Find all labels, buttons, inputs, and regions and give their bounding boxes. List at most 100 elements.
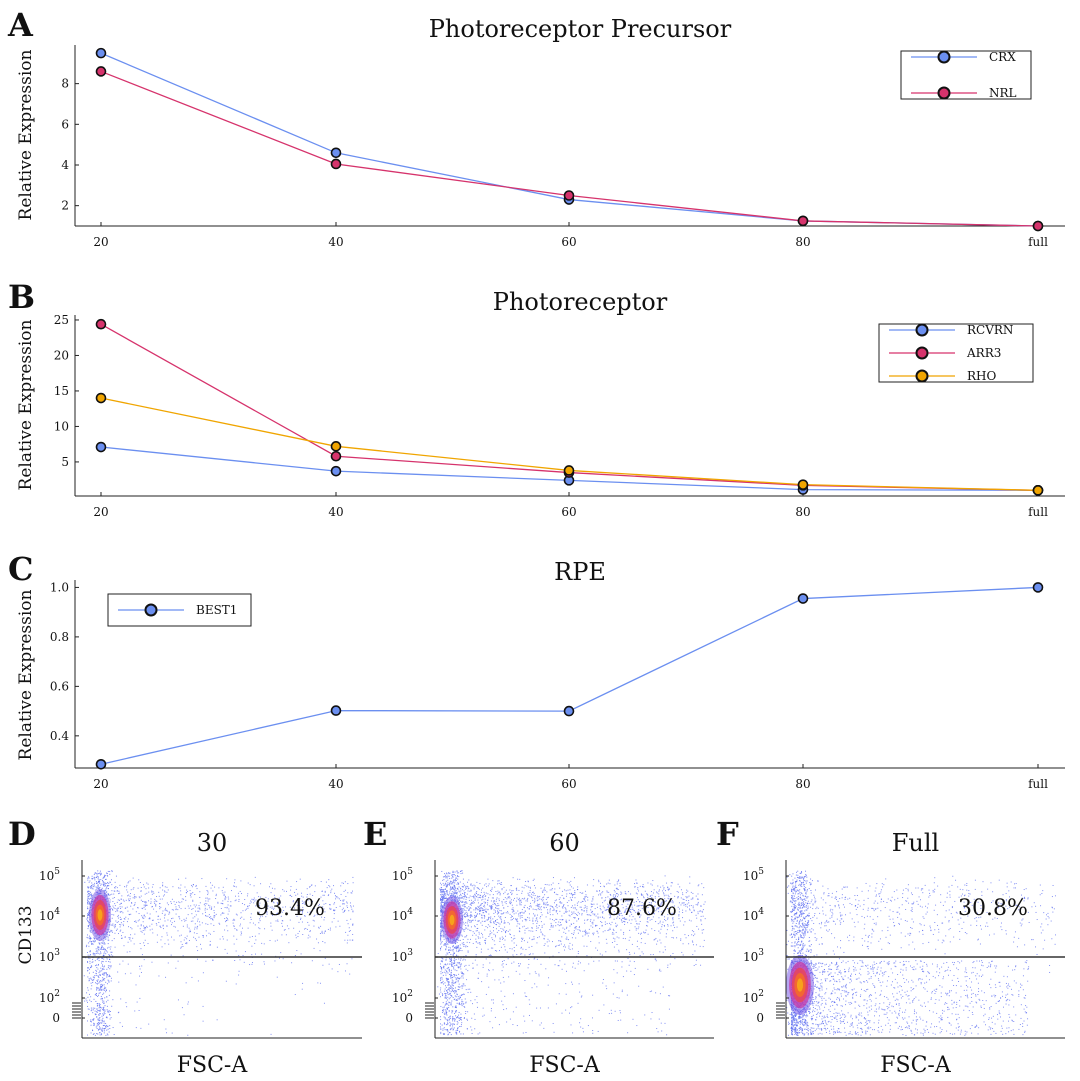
event xyxy=(486,919,488,921)
event xyxy=(324,891,326,893)
event xyxy=(206,903,208,905)
event xyxy=(162,910,164,912)
event xyxy=(481,981,483,983)
event xyxy=(440,930,442,932)
event xyxy=(211,884,213,886)
event xyxy=(225,897,227,899)
event xyxy=(103,954,105,956)
event xyxy=(459,897,461,899)
event xyxy=(480,922,482,924)
event xyxy=(121,906,123,908)
event xyxy=(340,885,342,887)
event xyxy=(114,946,116,948)
event xyxy=(141,931,143,933)
event xyxy=(578,926,580,928)
event xyxy=(107,979,109,981)
event xyxy=(453,893,455,895)
event xyxy=(170,902,172,904)
event xyxy=(564,946,566,948)
event xyxy=(555,918,557,920)
event xyxy=(328,963,330,965)
event xyxy=(545,968,547,970)
event xyxy=(112,923,114,925)
event xyxy=(185,899,187,901)
event xyxy=(475,941,477,943)
event xyxy=(109,955,111,957)
event xyxy=(97,878,99,880)
event xyxy=(445,897,447,899)
event xyxy=(87,894,89,896)
event xyxy=(88,913,90,915)
event xyxy=(94,1010,96,1012)
data-point-rho xyxy=(95,392,107,404)
event xyxy=(507,930,509,932)
event xyxy=(299,910,301,912)
event xyxy=(173,939,175,941)
event xyxy=(531,896,533,898)
event xyxy=(540,929,542,931)
event xyxy=(293,927,295,929)
event xyxy=(608,905,610,907)
event xyxy=(540,898,542,900)
event xyxy=(487,902,489,904)
event xyxy=(271,929,273,931)
event xyxy=(87,961,89,963)
event xyxy=(88,945,90,947)
event xyxy=(615,925,617,927)
event xyxy=(206,890,208,892)
event xyxy=(513,961,515,963)
event xyxy=(194,906,196,908)
event xyxy=(532,938,534,940)
event xyxy=(562,927,564,929)
event xyxy=(352,924,354,926)
event xyxy=(462,975,464,977)
event xyxy=(536,942,538,944)
event xyxy=(470,890,472,892)
event xyxy=(500,881,502,883)
event xyxy=(111,871,113,873)
event xyxy=(476,891,478,893)
event xyxy=(93,884,95,886)
event xyxy=(304,903,306,905)
event xyxy=(97,947,99,949)
event xyxy=(678,918,680,920)
event xyxy=(602,902,604,904)
event xyxy=(557,924,559,926)
event xyxy=(593,903,595,905)
event xyxy=(488,970,490,972)
event xyxy=(512,993,514,995)
event xyxy=(647,921,649,923)
event xyxy=(98,982,100,984)
event xyxy=(658,970,660,972)
event xyxy=(213,915,215,917)
event xyxy=(538,909,540,911)
event xyxy=(442,879,444,881)
event xyxy=(199,891,201,893)
event xyxy=(547,945,549,947)
event xyxy=(467,886,469,888)
event xyxy=(281,911,283,913)
event xyxy=(658,1018,660,1020)
event xyxy=(464,892,466,894)
event xyxy=(607,903,609,905)
event xyxy=(156,924,158,926)
event xyxy=(621,904,623,906)
event xyxy=(477,920,479,922)
event xyxy=(671,912,673,914)
event xyxy=(450,1034,452,1036)
event xyxy=(637,905,639,907)
event xyxy=(547,938,549,940)
event xyxy=(537,907,539,909)
event xyxy=(614,897,616,899)
event xyxy=(498,900,500,902)
event xyxy=(593,879,595,881)
event xyxy=(207,900,209,902)
event xyxy=(281,925,283,927)
event xyxy=(571,981,573,983)
event xyxy=(694,950,696,952)
event xyxy=(120,922,122,924)
event xyxy=(151,961,153,963)
event xyxy=(537,921,539,923)
event xyxy=(291,962,293,964)
event xyxy=(170,920,172,922)
